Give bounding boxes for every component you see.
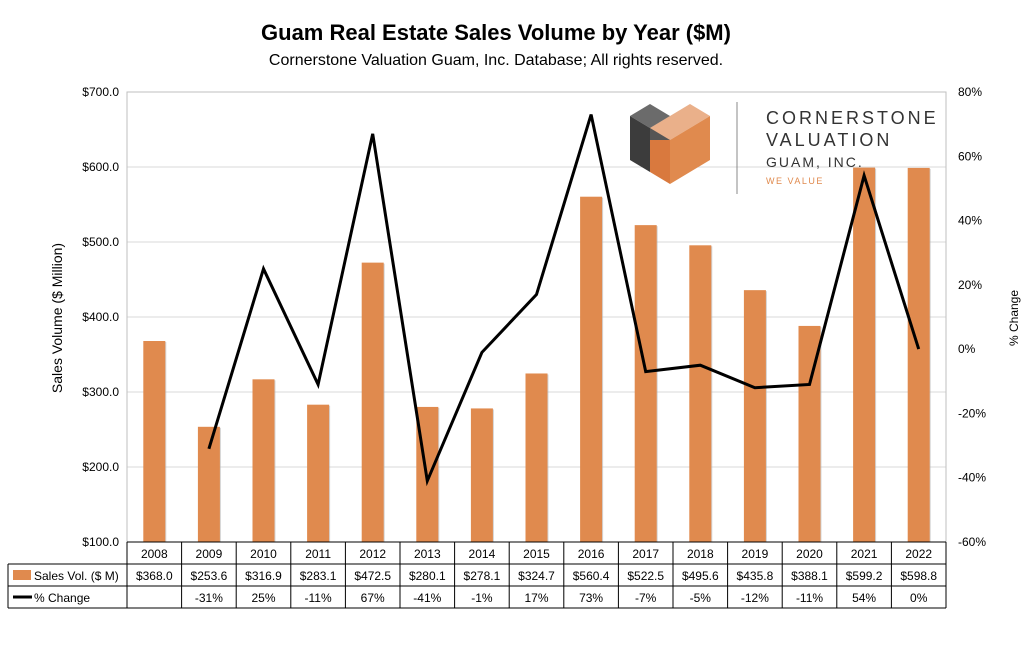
x-tick-label: 2021 (851, 547, 878, 561)
x-tick-label: 2014 (469, 547, 496, 561)
y2-tick-label: 20% (958, 278, 982, 292)
y2-tick-label: -20% (958, 406, 986, 420)
y-axis-ticks: $100.0 $200.0 $300.0 $400.0 $500.0 $600.0 $700… (82, 85, 119, 549)
table-cell-sales: $435.8 (737, 569, 774, 583)
x-tick-label: 2015 (523, 547, 550, 561)
table-cell-pct: -7% (635, 591, 657, 605)
table-cell-pct: -31% (195, 591, 223, 605)
table-cell-sales: $472.5 (354, 569, 391, 583)
x-tick-label: 2017 (632, 547, 659, 561)
chart-subtitle: Cornerstone Valuation Guam, Inc. Databas… (269, 52, 723, 69)
line-series (207, 114, 921, 487)
table-cell-sales: $253.6 (191, 569, 228, 583)
x-tick-label: 2018 (687, 547, 714, 561)
bar (307, 404, 330, 542)
bar (634, 225, 657, 542)
bar (580, 196, 603, 542)
table-cell-sales: $599.2 (846, 569, 883, 583)
logo-tagline: WE VALUE (766, 176, 824, 186)
y2-axis-title: % Change (1007, 290, 1021, 346)
logo-line-1: CORNERSTONE (766, 108, 939, 128)
logo-line-2: VALUATION (766, 130, 892, 150)
bar (197, 426, 220, 542)
table-cell-sales: $598.8 (900, 569, 937, 583)
logo-line-3: GUAM, INC. (766, 154, 864, 170)
y2-tick-label: 40% (958, 214, 982, 228)
table-cell-pct: 0% (910, 591, 928, 605)
y-tick-label: $500.0 (82, 235, 119, 249)
chart-title: Guam Real Estate Sales Volume by Year ($… (261, 20, 731, 45)
bars-series (143, 167, 931, 543)
x-tick-label: 2011 (305, 547, 331, 561)
bar (907, 167, 930, 542)
bar (525, 373, 548, 542)
legend-bar-swatch (13, 570, 31, 580)
table-cell-pct: -41% (413, 591, 441, 605)
y-tick-label: $100.0 (82, 535, 119, 549)
x-tick-label: 2022 (905, 547, 932, 561)
table-cell-pct: -11% (796, 591, 823, 605)
y2-tick-label: -40% (958, 471, 986, 485)
bar (743, 290, 766, 542)
table-cell-sales: $368.0 (136, 569, 173, 583)
legend-bar-label: Sales Vol. ($ M) (34, 569, 119, 583)
table-cell-sales: $522.5 (627, 569, 664, 583)
y-tick-label: $600.0 (82, 160, 119, 174)
table-cell-sales: $495.6 (682, 569, 719, 583)
y2-axis-ticks: -60% -40% -20% 0% 20% 40% 60% 80% (958, 85, 986, 549)
table-cell-pct: 54% (852, 591, 876, 605)
table-cell-sales: $324.7 (518, 569, 555, 583)
table-cell-sales: $283.1 (300, 569, 337, 583)
table-cell-pct: -12% (741, 591, 769, 605)
table-cell-sales: $388.1 (791, 569, 828, 583)
y2-tick-label: -60% (958, 535, 986, 549)
bar (689, 245, 712, 543)
table-cell-pct: -5% (690, 591, 712, 605)
table-cell-pct: 67% (361, 591, 385, 605)
x-tick-label: 2016 (578, 547, 605, 561)
legend-line-label: % Change (34, 591, 90, 605)
x-tick-label: 2009 (196, 547, 223, 561)
bar (143, 341, 166, 542)
table-cell-pct: 17% (524, 591, 548, 605)
bar (798, 325, 821, 542)
table-cell-pct: 25% (251, 591, 275, 605)
x-tick-label: 2008 (141, 547, 168, 561)
table-cell-sales: $316.9 (245, 569, 282, 583)
x-tick-label: 2020 (796, 547, 823, 561)
y-axis-title: Sales Volume ($ Million) (49, 243, 65, 393)
bar (252, 379, 275, 542)
x-tick-label: 2013 (414, 547, 441, 561)
x-tick-label: 2010 (250, 547, 277, 561)
table-cell-pct: -1% (471, 591, 493, 605)
data-table: 2008 2009 2010 2011 2012 2013 2014 2015 2016 2017… (7, 541, 947, 609)
logo-mark-icon (630, 104, 710, 184)
x-tick-label: 2019 (742, 547, 769, 561)
y2-tick-label: 60% (958, 149, 982, 163)
bar (853, 167, 876, 542)
y-tick-label: $400.0 (82, 310, 119, 324)
y-tick-label: $300.0 (82, 385, 119, 399)
table-cell-pct: -11% (305, 591, 332, 605)
y-tick-label: $200.0 (82, 460, 119, 474)
y2-tick-label: 0% (958, 342, 976, 356)
table-cell-sales: $280.1 (409, 569, 446, 583)
table-cell-pct: 73% (579, 591, 603, 605)
y-tick-label: $700.0 (82, 85, 119, 99)
x-tick-label: 2012 (359, 547, 386, 561)
table-cell-sales: $560.4 (573, 569, 610, 583)
y2-tick-label: 80% (958, 85, 982, 99)
table-cell-sales: $278.1 (464, 569, 501, 583)
company-logo: CORNERSTONE VALUATION GUAM, INC. WE VALU… (630, 102, 939, 194)
pct-change-line (207, 114, 921, 487)
bar (470, 408, 493, 542)
bar (361, 262, 384, 542)
